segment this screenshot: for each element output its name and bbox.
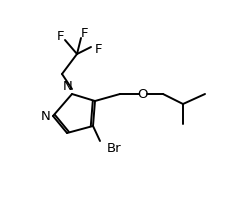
Text: N: N: [63, 80, 73, 92]
Text: O: O: [138, 88, 148, 101]
Text: F: F: [56, 29, 64, 42]
Text: F: F: [95, 42, 103, 55]
Text: F: F: [81, 27, 89, 40]
Text: N: N: [41, 110, 51, 123]
Text: Br: Br: [107, 142, 122, 154]
